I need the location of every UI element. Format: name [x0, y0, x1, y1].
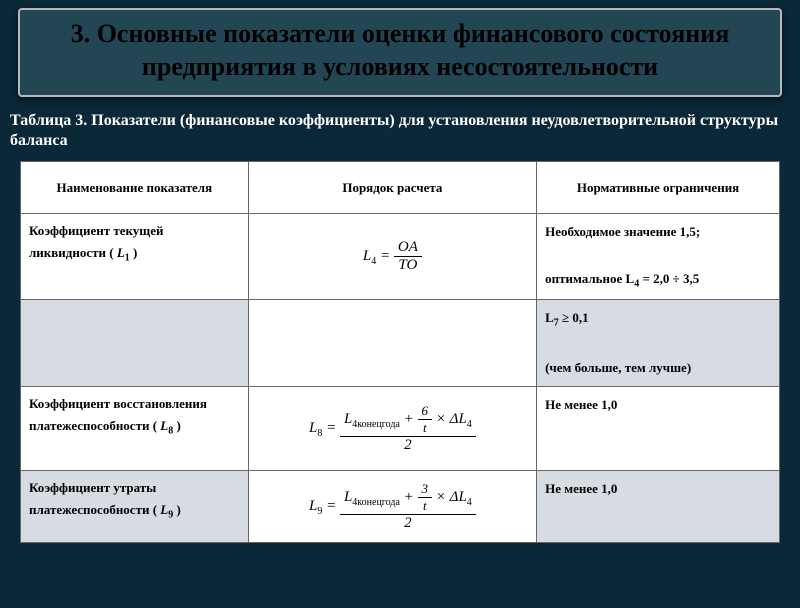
indicators-table: Наименование показателя Порядок расчета …	[20, 161, 780, 543]
table-row: Коэффициент восстановления платежеспособ…	[21, 386, 780, 470]
indicator-norm: Не менее 1,0	[537, 386, 780, 470]
indicator-formula: L4 = OA TO	[248, 214, 536, 300]
indicator-name	[21, 300, 249, 386]
col-header-name: Наименование показателя	[21, 162, 249, 214]
indicator-name: Коэффициент утраты платежеспособности ( …	[21, 470, 249, 542]
table-header-row: Наименование показателя Порядок расчета …	[21, 162, 780, 214]
indicator-norm: Необходимое значение 1,5; оптимальное L4…	[537, 214, 780, 300]
indicator-name: Коэффициент текущей ликвидности ( L1 )	[21, 214, 249, 300]
indicator-norm: L7 ≥ 0,1 (чем больше, тем лучше)	[537, 300, 780, 386]
table-row: L7 ≥ 0,1 (чем больше, тем лучше)	[21, 300, 780, 386]
slide-title: 3. Основные показатели оценки финансовог…	[40, 18, 760, 83]
col-header-formula: Порядок расчета	[248, 162, 536, 214]
indicator-name: Коэффициент восстановления платежеспособ…	[21, 386, 249, 470]
indicator-norm: Не менее 1,0	[537, 470, 780, 542]
indicator-formula: L8 = L4конецгода + 6t × ΔL4 2	[248, 386, 536, 470]
table-row: Коэффициент утраты платежеспособности ( …	[21, 470, 780, 542]
col-header-norm: Нормативные ограничения	[537, 162, 780, 214]
indicator-formula: L9 = L4конецгода + 3t × ΔL4 2	[248, 470, 536, 542]
table-caption: Таблица 3. Показатели (финансовые коэффи…	[0, 107, 800, 161]
slide-title-box: 3. Основные показатели оценки финансовог…	[18, 8, 782, 97]
table-row: Коэффициент текущей ликвидности ( L1 ) L…	[21, 214, 780, 300]
indicator-formula	[248, 300, 536, 386]
